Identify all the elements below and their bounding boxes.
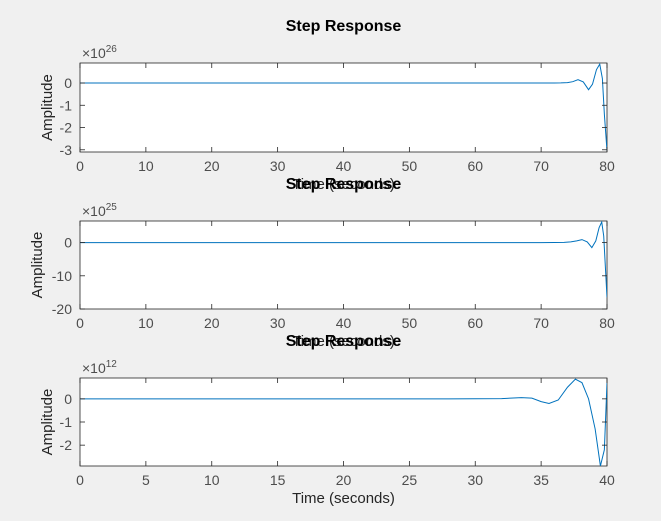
x-tick-label: 20 (204, 158, 220, 174)
x-axis-label: Time (seconds) (292, 333, 395, 350)
x-tick-label: 15 (270, 472, 286, 488)
x-tick-label: 30 (270, 315, 286, 331)
x-tick-label: 20 (204, 315, 220, 331)
x-tick-label: 50 (402, 158, 418, 174)
y-axis-label: Amplitude (39, 74, 56, 141)
y-exponent-label: ×1025 (82, 202, 117, 219)
chart-title: Step Response (286, 176, 402, 193)
x-tick-label: 50 (402, 315, 418, 331)
plot-area (79, 62, 608, 153)
series-line (80, 63, 607, 151)
x-tick-label: 80 (599, 315, 615, 331)
x-tick-label: 25 (402, 472, 418, 488)
y-tick-label: -3 (60, 142, 73, 158)
y-tick-label: 0 (64, 75, 72, 91)
y-tick-label: -2 (60, 437, 73, 453)
x-tick-label: 30 (270, 158, 286, 174)
x-tick-label: 40 (599, 472, 615, 488)
x-tick-label: 60 (467, 158, 483, 174)
y-tick-label: 0 (64, 235, 72, 251)
y-tick-label: 0 (64, 391, 72, 407)
chart-title: Step Response (286, 333, 402, 350)
series-line (80, 221, 607, 298)
x-tick-label: 5 (142, 472, 150, 488)
subplot-1: 0 10 20 30 40 50 60 70 80 0 -1 -2 -3 ×1026 Step Respon… (39, 18, 615, 193)
x-tick-label: 35 (533, 472, 549, 488)
y-axis-label: Amplitude (29, 232, 46, 299)
subplot-2: 0 10 20 30 40 50 60 70 80 0 -10 -20 ×1025 Step Respon… (29, 176, 615, 350)
plot-area (79, 220, 608, 310)
x-tick-label: 10 (204, 472, 220, 488)
x-tick-label: 70 (533, 158, 549, 174)
x-tick-label: 40 (336, 315, 352, 331)
x-tick-label: 0 (76, 472, 84, 488)
x-tick-label: 30 (467, 472, 483, 488)
x-axis-label: Time (seconds) (292, 176, 395, 193)
x-tick-label: 80 (599, 158, 615, 174)
x-tick-label: 10 (138, 158, 154, 174)
x-tick-label: 60 (467, 315, 483, 331)
y-exponent-label: ×1026 (82, 44, 117, 61)
y-axis-label: Amplitude (39, 389, 56, 456)
x-tick-label: 0 (76, 158, 84, 174)
x-tick-label: 40 (336, 158, 352, 174)
plot-area (79, 377, 608, 467)
y-tick-label: -1 (60, 97, 73, 113)
chart-title: Step Response (286, 18, 402, 35)
y-tick-label: -2 (60, 120, 73, 136)
y-exponent-label: ×1012 (82, 359, 117, 376)
x-tick-label: 70 (533, 315, 549, 331)
series-line (80, 378, 607, 466)
x-tick-label: 0 (76, 315, 84, 331)
x-tick-label: 20 (336, 472, 352, 488)
x-axis-label: Time (seconds) (292, 490, 395, 507)
y-tick-label: -10 (52, 268, 72, 284)
y-tick-label: -20 (52, 301, 72, 317)
y-tick-label: -1 (60, 414, 73, 430)
x-tick-label: 10 (138, 315, 154, 331)
